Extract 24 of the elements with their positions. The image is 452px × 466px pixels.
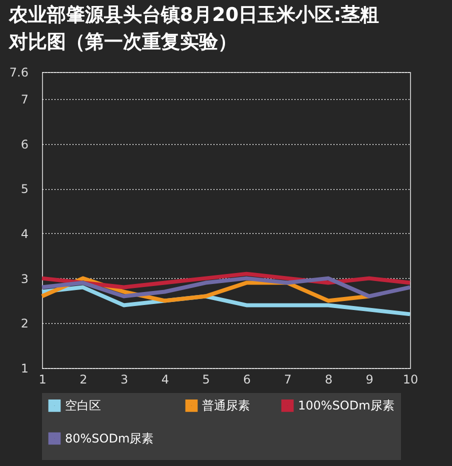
x-tick-label: 8 (324, 372, 333, 386)
y-tick-label: 7 (20, 92, 28, 106)
x-tick-label: 3 (120, 372, 128, 386)
y-tick-label: 7.6 (9, 66, 28, 80)
y-tick-label: 2 (20, 316, 28, 331)
x-tick-label: 6 (243, 372, 251, 386)
x-tick-label: 5 (202, 372, 210, 386)
x-tick-label: 4 (161, 372, 169, 386)
y-tick-label: 3 (20, 272, 28, 286)
legend-label: 100%SODm尿素 (298, 398, 394, 413)
y-tick-label: 5 (20, 182, 28, 196)
legend-label: 80%SODm尿素 (65, 432, 154, 446)
legend-label: 普通尿素 (202, 398, 250, 413)
y-tick-label: 4 (20, 226, 28, 241)
x-tick-label: 7 (284, 372, 292, 386)
line-series (40, 276, 412, 298)
legend-label: 空白区 (65, 398, 101, 413)
y-tick-label: 6 (20, 137, 28, 152)
x-tick-label: 10 (402, 372, 418, 386)
chart-title: 农业部肇源县头台镇8月20日玉米小区:茎粗对比图（第一次重复实验） (8, 4, 380, 53)
x-tick-label: 2 (80, 372, 88, 386)
x-tick-label: 1 (38, 372, 46, 386)
x-tick-label: 9 (366, 372, 374, 386)
y-tick-label: 1 (20, 362, 28, 376)
